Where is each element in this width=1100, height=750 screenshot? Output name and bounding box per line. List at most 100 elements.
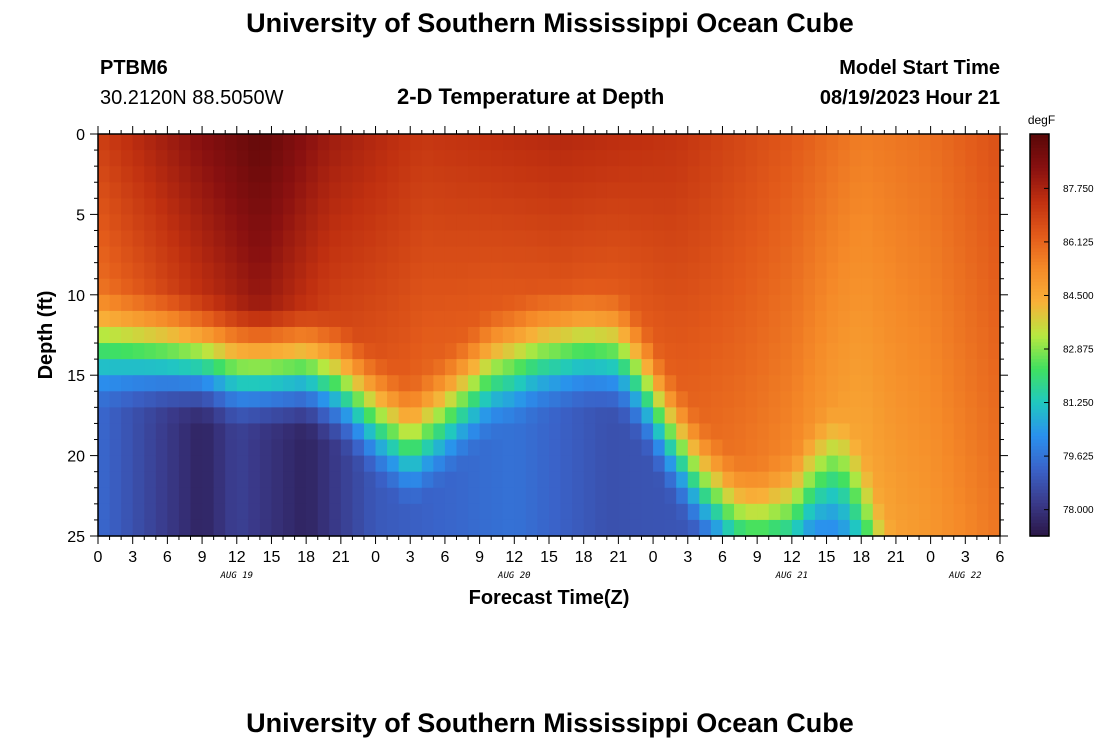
heatmap-cell bbox=[595, 278, 608, 296]
heatmap-cell bbox=[121, 439, 134, 457]
heatmap-cell bbox=[618, 230, 631, 248]
heatmap-cell bbox=[653, 471, 666, 489]
heatmap-cell bbox=[387, 278, 400, 296]
heatmap-cell bbox=[965, 455, 978, 473]
heatmap-cell bbox=[780, 375, 793, 392]
heatmap-cell bbox=[653, 214, 666, 232]
colorbar-segment bbox=[1030, 184, 1049, 189]
heatmap-cell bbox=[641, 423, 654, 441]
colorbar-segment bbox=[1030, 485, 1049, 490]
heatmap-cell bbox=[734, 407, 747, 425]
heatmap-cell bbox=[583, 519, 596, 537]
heatmap-cell bbox=[710, 214, 724, 232]
heatmap-cell bbox=[583, 278, 596, 296]
heatmap-cell bbox=[213, 294, 226, 312]
heatmap-cell bbox=[757, 503, 770, 521]
heatmap-cell bbox=[942, 150, 955, 167]
heatmap-cell bbox=[653, 294, 666, 312]
heatmap-cell bbox=[606, 134, 619, 151]
heatmap-cell bbox=[907, 262, 920, 280]
heatmap-cell bbox=[988, 326, 1001, 344]
heatmap-cell bbox=[572, 519, 585, 537]
heatmap-cell bbox=[479, 455, 492, 473]
heatmap-cell bbox=[479, 230, 492, 248]
heatmap-cell bbox=[329, 278, 342, 296]
heatmap-cell bbox=[306, 359, 319, 376]
heatmap-cell bbox=[606, 310, 619, 328]
heatmap-cell bbox=[433, 375, 446, 392]
heatmap-cell bbox=[363, 487, 377, 505]
colorbar-segment bbox=[1030, 281, 1049, 286]
heatmap-cell bbox=[907, 375, 920, 392]
heatmap-cell bbox=[155, 343, 168, 360]
heatmap-cell bbox=[791, 359, 805, 376]
heatmap-cell bbox=[965, 359, 978, 376]
heatmap-cell bbox=[468, 407, 481, 425]
heatmap-cell bbox=[745, 150, 758, 167]
heatmap-cell bbox=[583, 262, 596, 280]
heatmap-cell bbox=[595, 134, 608, 151]
heatmap-cell bbox=[236, 262, 249, 280]
heatmap-cell bbox=[502, 150, 515, 167]
heatmap-cell bbox=[132, 375, 145, 392]
heatmap-cell bbox=[606, 391, 619, 408]
heatmap-cell bbox=[109, 246, 122, 264]
heatmap-cell bbox=[942, 310, 955, 328]
heatmap-cell bbox=[294, 487, 307, 505]
heatmap-cell bbox=[965, 134, 978, 151]
heatmap-cell bbox=[398, 519, 411, 537]
heatmap-cell bbox=[780, 134, 793, 151]
heatmap-cell bbox=[283, 343, 296, 360]
heatmap-cell bbox=[202, 326, 215, 344]
heatmap-cell bbox=[687, 214, 700, 232]
heatmap-cell bbox=[294, 246, 307, 264]
heatmap-cell bbox=[791, 439, 805, 457]
heatmap-cell bbox=[421, 471, 434, 489]
heatmap-cell bbox=[340, 294, 354, 312]
heatmap-cell bbox=[895, 439, 909, 457]
heatmap-cell bbox=[572, 166, 585, 183]
colorbar-segment bbox=[1030, 174, 1049, 179]
heatmap-cell bbox=[271, 455, 284, 473]
heatmap-cell bbox=[572, 439, 585, 457]
heatmap-cell bbox=[236, 487, 249, 505]
heatmap-cell bbox=[132, 150, 145, 167]
heatmap-cell bbox=[306, 326, 319, 344]
heatmap-cell bbox=[202, 134, 215, 151]
heatmap-cell bbox=[664, 375, 677, 392]
heatmap-cell bbox=[953, 519, 966, 537]
heatmap-cell bbox=[919, 439, 932, 457]
heatmap-cell bbox=[976, 407, 990, 425]
heatmap-cell bbox=[121, 391, 134, 408]
heatmap-cell bbox=[965, 423, 978, 441]
heatmap-cell bbox=[757, 407, 770, 425]
heatmap-cell bbox=[271, 278, 284, 296]
heatmap-cell bbox=[144, 246, 157, 264]
heatmap-cell bbox=[838, 198, 851, 215]
heatmap-cell bbox=[549, 407, 562, 425]
heatmap-cell bbox=[398, 455, 411, 473]
heatmap-cell bbox=[803, 326, 816, 344]
heatmap-cell bbox=[710, 326, 724, 344]
heatmap-cell bbox=[294, 198, 307, 215]
heatmap-cell bbox=[202, 278, 215, 296]
heatmap-cell bbox=[491, 343, 504, 360]
heatmap-cell bbox=[618, 503, 631, 521]
colorbar-segment bbox=[1030, 475, 1049, 480]
heatmap-cell bbox=[572, 198, 585, 215]
heatmap-cell bbox=[641, 391, 654, 408]
heatmap-cell bbox=[225, 310, 238, 328]
heatmap-cell bbox=[317, 487, 330, 505]
heatmap-cell bbox=[976, 343, 990, 360]
heatmap-cell bbox=[884, 407, 897, 425]
heatmap-cell bbox=[988, 134, 1001, 151]
heatmap-cell bbox=[410, 214, 423, 232]
colorbar-segment bbox=[1030, 522, 1049, 527]
heatmap-cell bbox=[664, 471, 677, 489]
heatmap-cell bbox=[629, 359, 643, 376]
heatmap-cell bbox=[641, 278, 654, 296]
heatmap-cell bbox=[109, 487, 122, 505]
heatmap-cell bbox=[283, 503, 296, 521]
heatmap-cell bbox=[329, 375, 342, 392]
heatmap-cell bbox=[271, 198, 284, 215]
